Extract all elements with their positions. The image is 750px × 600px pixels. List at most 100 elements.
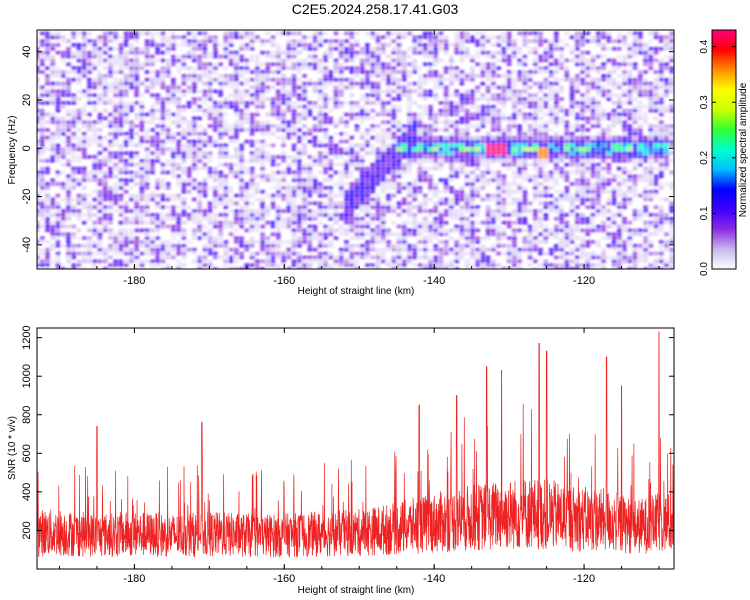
heatmap-cell — [160, 267, 166, 269]
heatmap-cell — [564, 124, 570, 128]
heatmap-cell — [87, 209, 92, 213]
heatmap-cell — [291, 31, 297, 35]
heatmap-cell — [485, 116, 491, 120]
heatmap-cell — [87, 248, 92, 252]
heatmap-cell — [76, 70, 82, 74]
heatmap-cell — [564, 194, 570, 198]
heatmap-cell — [276, 112, 281, 117]
heatmap-cell — [559, 236, 564, 240]
heatmap-cell — [218, 78, 223, 82]
heatmap-cell — [139, 101, 145, 105]
heatmap-cell — [71, 109, 76, 113]
heatmap-cell — [349, 190, 355, 194]
heatmap-cell — [150, 259, 155, 263]
heatmap-cell — [207, 228, 213, 232]
heatmap-cell — [491, 151, 496, 155]
heatmap-cell — [401, 128, 407, 132]
heatmap-cell — [202, 213, 208, 217]
heatmap-cell — [171, 93, 176, 97]
heatmap-cell — [344, 244, 349, 248]
heatmap-cell — [39, 128, 45, 132]
heatmap-cell — [386, 93, 391, 97]
heatmap-cell — [438, 255, 444, 260]
heatmap-cell — [339, 186, 344, 190]
heatmap-cell — [318, 124, 323, 128]
heatmap-cell — [354, 190, 360, 194]
heatmap-cell — [548, 112, 554, 117]
heatmap-cell — [286, 224, 292, 229]
heatmap-cell — [113, 136, 118, 140]
heatmap-cell — [249, 236, 255, 240]
heatmap-cell — [165, 186, 171, 190]
heatmap-cell — [428, 132, 433, 136]
heatmap-cell — [380, 190, 386, 194]
heatmap-cell — [207, 159, 213, 163]
heatmap-cell — [349, 251, 355, 256]
heatmap-cell — [438, 78, 444, 82]
heatmap-cell — [606, 163, 612, 167]
heatmap-cell — [590, 54, 596, 59]
heatmap-cell — [559, 58, 564, 63]
heatmap-cell — [601, 236, 606, 240]
heatmap-cell — [302, 39, 307, 43]
heatmap-cell — [234, 128, 239, 132]
heatmap-cell — [554, 236, 559, 240]
heatmap-cell — [37, 54, 40, 59]
heatmap-cell — [160, 128, 166, 132]
heatmap-cell — [223, 54, 229, 59]
heatmap-cell — [155, 155, 160, 159]
heatmap-cell — [491, 136, 496, 140]
heatmap-cell — [559, 213, 564, 217]
heatmap-cell — [627, 147, 633, 151]
heatmap-cell — [228, 74, 234, 78]
heatmap-cell — [218, 170, 223, 175]
heatmap-cell — [401, 143, 407, 147]
heatmap-cell — [611, 194, 617, 198]
heatmap-cell — [559, 78, 564, 82]
heatmap-cell — [291, 112, 297, 117]
heatmap-cell — [144, 128, 150, 132]
heatmap-cell — [186, 78, 192, 82]
heatmap-cell — [270, 54, 276, 59]
heatmap-cell — [339, 43, 344, 47]
heatmap-cell — [87, 236, 92, 240]
heatmap-cell — [617, 147, 622, 151]
heatmap-cell — [223, 43, 229, 47]
heatmap-cell — [102, 194, 108, 198]
heatmap-cell — [428, 47, 433, 51]
heatmap-cell — [297, 78, 302, 82]
heatmap-cell — [470, 70, 475, 74]
heatmap-cell — [55, 267, 61, 269]
heatmap-cell — [97, 166, 103, 171]
heatmap-cell — [286, 54, 292, 59]
heatmap-cell — [501, 182, 507, 186]
heatmap-cell — [71, 244, 76, 248]
heatmap-cell — [606, 112, 612, 117]
heatmap-cell — [501, 132, 507, 136]
heatmap-cell — [470, 221, 475, 225]
heatmap-cell — [491, 97, 496, 101]
heatmap-cell — [480, 159, 486, 163]
heatmap-cell — [297, 116, 302, 120]
heatmap-cell — [228, 128, 234, 132]
heatmap-cell — [302, 147, 307, 151]
heatmap-cell — [627, 221, 633, 225]
heatmap-cell — [307, 209, 313, 213]
heatmap-cell — [302, 186, 307, 190]
heatmap-cell — [76, 78, 82, 82]
heatmap-cell — [323, 166, 328, 171]
heatmap-cell — [307, 78, 313, 82]
heatmap-cell — [370, 93, 375, 97]
heatmap-cell — [255, 78, 260, 82]
heatmap-cell — [575, 89, 580, 93]
heatmap-cell — [102, 66, 108, 70]
heatmap-cell — [506, 182, 512, 186]
heatmap-cell — [622, 109, 627, 113]
heatmap-cell — [443, 66, 449, 70]
heatmap-cell — [590, 190, 596, 194]
heatmap-cell — [302, 255, 307, 260]
heatmap-cell — [265, 97, 271, 101]
heatmap-cell — [517, 109, 522, 113]
heatmap-cell — [422, 35, 428, 39]
heatmap-cell — [554, 136, 559, 140]
